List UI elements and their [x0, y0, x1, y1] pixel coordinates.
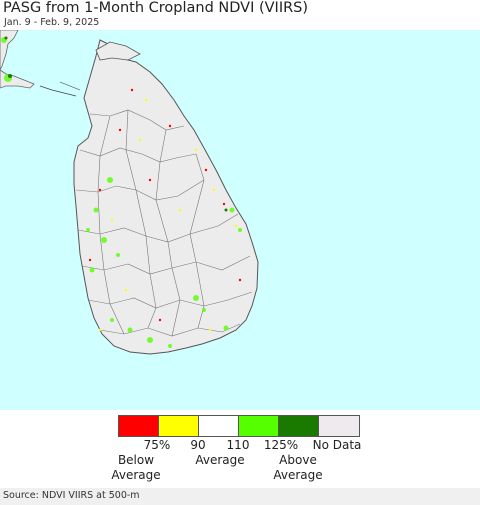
district-borders: [75, 109, 253, 337]
sri-lanka-land: [73, 39, 259, 355]
map-area: [0, 30, 480, 410]
swatch-below-75: [119, 416, 159, 436]
below-average-speckles: [88, 88, 242, 332]
swatch-above-125: [279, 416, 319, 436]
footer: Source: NDVI VIIRS at 500-m: [0, 488, 480, 505]
jaffna-peninsula: [95, 41, 141, 61]
source-text: Source: NDVI VIIRS at 500-m: [3, 490, 140, 501]
date-range: Jan. 9 - Feb. 9, 2025: [4, 17, 100, 28]
legend: 75% 90 110 125% No Data Below Average Av…: [0, 410, 480, 488]
swatch-90-110: [199, 416, 239, 436]
swatch-75-90: [159, 416, 199, 436]
tick-125: 125%: [263, 438, 299, 452]
map-title: PASG from 1-Month Cropland NDVI (VIIRS): [3, 0, 309, 16]
above-average-patches: [1, 37, 242, 348]
label-above-average: Average: [273, 468, 323, 482]
tick-90: 90: [190, 438, 206, 452]
tick-75: 75%: [143, 438, 171, 452]
label-below-average: Average: [111, 468, 161, 482]
strong-above-patches: [4, 36, 228, 212]
tick-110: 110: [226, 438, 250, 452]
label-above: Above: [279, 453, 317, 467]
legend-swatches: [118, 415, 360, 437]
swatch-110-125: [239, 416, 279, 436]
tick-no-data: No Data: [312, 438, 362, 452]
label-average: Average: [195, 453, 245, 467]
swatch-no-data: [319, 416, 359, 436]
label-below: Below: [117, 453, 155, 467]
